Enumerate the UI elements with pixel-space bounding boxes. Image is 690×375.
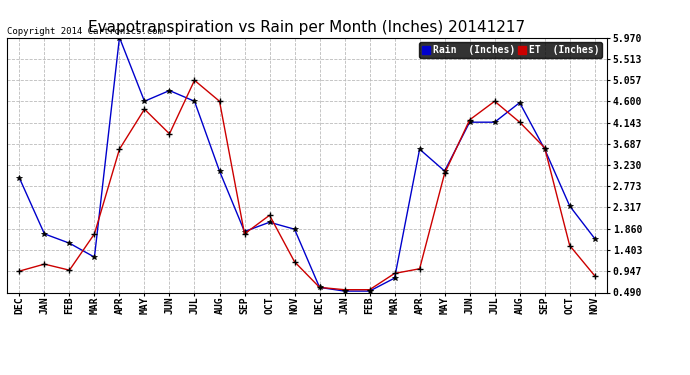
Text: Copyright 2014 Cartronics.com: Copyright 2014 Cartronics.com [7, 27, 163, 36]
Title: Evapotranspiration vs Rain per Month (Inches) 20141217: Evapotranspiration vs Rain per Month (In… [88, 20, 526, 35]
Legend: Rain  (Inches), ET  (Inches): Rain (Inches), ET (Inches) [420, 42, 602, 58]
